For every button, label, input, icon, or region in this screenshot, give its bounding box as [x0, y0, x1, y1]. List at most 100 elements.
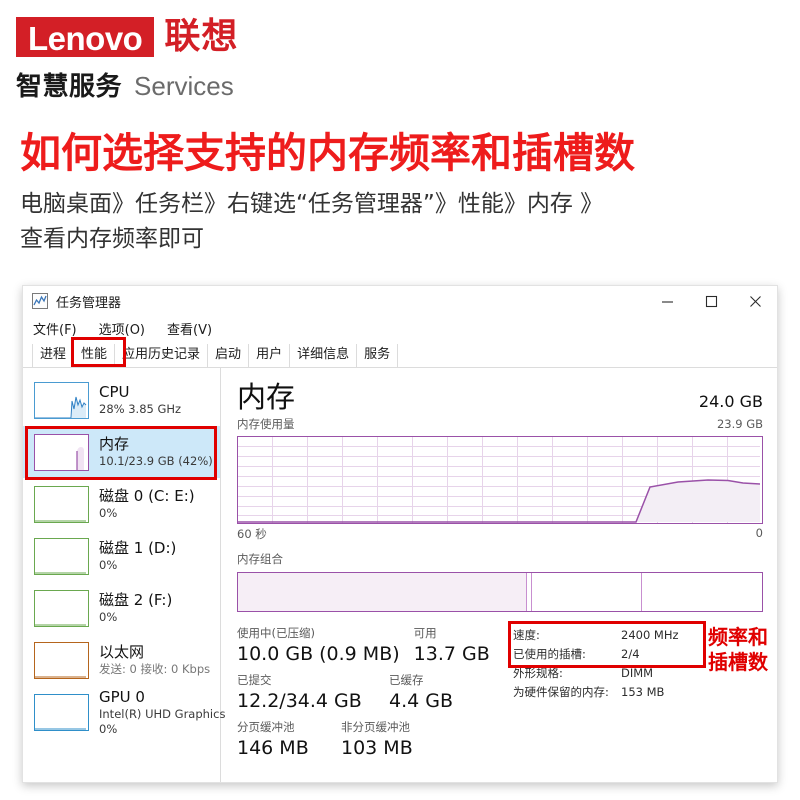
- sidebar-disk2-text: 磁盘 2 (F:) 0%: [99, 591, 172, 625]
- sidebar-gpu0-title: GPU 0: [99, 687, 145, 706]
- detail-slots-used-value: 2/4: [621, 647, 640, 661]
- stat-nonpaged-pool: 非分页缓冲池 103 MB: [341, 720, 413, 761]
- service-english-label: Services: [134, 71, 234, 101]
- menu-item-view[interactable]: 查看(V): [167, 323, 213, 338]
- sidebar-ethernet-title: 以太网: [99, 643, 145, 661]
- stat-in-use: 使用中(已压缩) 10.0 GB (0.9 MB): [237, 626, 400, 667]
- detail-speed-value: 2400 MHz: [621, 628, 679, 642]
- disk1-mini-graph-icon: [34, 537, 89, 575]
- sidebar-memory-sub: 10.1/23.9 GB (42%): [99, 454, 213, 468]
- stat-committed-label: 已提交: [237, 673, 272, 687]
- memory-stats-area: 使用中(已压缩) 10.0 GB (0.9 MB) 可用 13.7 GB 已提交…: [237, 621, 763, 767]
- stat-available: 可用 13.7 GB: [414, 626, 490, 667]
- tab-details[interactable]: 详细信息: [290, 344, 358, 367]
- page-title: 如何选择支持的内存频率和插槽数: [20, 129, 635, 177]
- tab-processes[interactable]: 进程: [32, 344, 75, 367]
- stat-available-label: 可用: [413, 626, 437, 640]
- menu-item-options[interactable]: 选项(O): [98, 323, 146, 338]
- memory-usage-header-row: 内存使用量 23.9 GB: [237, 416, 763, 432]
- detail-form-factor-label: 外形规格:: [513, 666, 563, 680]
- task-manager-icon: [32, 293, 48, 309]
- sidebar-disk1-title: 磁盘 1 (D:): [99, 539, 177, 557]
- detail-speed-label: 速度:: [513, 628, 540, 642]
- stat-in-use-label: 使用中(已压缩): [237, 626, 315, 640]
- tab-startup[interactable]: 启动: [208, 344, 250, 367]
- title-block: 如何选择支持的内存频率和插槽数 电脑桌面》任务栏》右键选“任务管理器”》性能》内…: [20, 128, 788, 257]
- composition-segment-standby: [531, 573, 642, 611]
- stat-paged-pool-value: 146 MB: [237, 737, 309, 759]
- minimize-icon[interactable]: [645, 286, 689, 316]
- sidebar-cpu-sub: 28% 3.85 GHz: [99, 402, 182, 416]
- cpu-mini-graph-icon: [34, 381, 89, 419]
- sidebar-ethernet-text: 以太网 发送: 0 接收: 0 Kbps: [99, 643, 210, 677]
- memory-usage-max: 23.9 GB: [716, 417, 763, 431]
- sidebar-item-memory[interactable]: 内存 10.1/23.9 GB (42%): [23, 426, 220, 478]
- tab-services[interactable]: 服务: [357, 344, 399, 367]
- sidebar-disk0-sub: 0%: [99, 506, 118, 520]
- ethernet-mini-graph-icon: [34, 641, 89, 679]
- composition-segment-modified: [526, 573, 531, 611]
- chart-axis-right-label: 0: [755, 526, 763, 540]
- detail-row-hardware-reserved: 为硬件保留的内存: 153 MB: [513, 683, 763, 702]
- maximize-icon[interactable]: [689, 286, 733, 316]
- brand-logo-row: Lenovo 联想: [16, 14, 316, 60]
- composition-segment-free: [641, 573, 762, 611]
- performance-sidebar: CPU 28% 3.85 GHz 内存 10.1/23.9 GB (42%): [23, 368, 226, 782]
- window-title: 任务管理器: [56, 295, 122, 311]
- memory-total-value: 24.0 GB: [698, 392, 763, 411]
- memory-header-row: 内存 24.0 GB: [237, 380, 763, 414]
- stat-nonpaged-pool-label: 非分页缓冲池: [341, 720, 410, 734]
- tab-strip: 进程 性能 应用历史记录 启动 用户 详细信息 服务: [23, 337, 777, 368]
- sidebar-disk1-text: 磁盘 1 (D:) 0%: [99, 539, 176, 573]
- sidebar-item-disk1[interactable]: 磁盘 1 (D:) 0%: [23, 530, 220, 582]
- sidebar-gpu0-sub: Intel(R) UHD Graphics: [99, 706, 226, 721]
- memory-mini-graph-icon: [34, 433, 89, 471]
- detail-slots-used-label: 已使用的插槽:: [513, 647, 586, 661]
- sidebar-item-disk2[interactable]: 磁盘 2 (F:) 0%: [23, 582, 220, 634]
- stat-cached-value: 4.4 GB: [389, 690, 454, 712]
- memory-composition-label: 内存组合: [237, 552, 283, 566]
- detail-row-form-factor: 外形规格: DIMM: [513, 664, 763, 683]
- instruction-line-1: 电脑桌面》任务栏》右键选“任务管理器”》性能》内存 》: [20, 191, 604, 217]
- detail-row-slots-used: 已使用的插槽: 2/4: [513, 645, 763, 664]
- sidebar-item-ethernet[interactable]: 以太网 发送: 0 接收: 0 Kbps: [23, 634, 220, 686]
- sidebar-cpu-text: CPU 28% 3.85 GHz: [99, 383, 181, 417]
- memory-usage-chart: [237, 436, 763, 524]
- sidebar-item-disk0[interactable]: 磁盘 0 (C: E:) 0%: [23, 478, 220, 530]
- close-icon[interactable]: [733, 286, 777, 316]
- sidebar-item-gpu0[interactable]: GPU 0 Intel(R) UHD Graphics 0%: [23, 686, 226, 738]
- annotation-line-1: 频率和: [708, 625, 768, 649]
- annotation-line-2: 插槽数: [708, 650, 768, 674]
- sidebar-item-cpu[interactable]: CPU 28% 3.85 GHz: [23, 374, 220, 426]
- tab-users[interactable]: 用户: [249, 344, 291, 367]
- composition-segment-in-use: [238, 573, 527, 611]
- disk2-mini-graph-icon: [34, 589, 89, 627]
- memory-composition-label-row: 内存组合: [237, 550, 763, 568]
- memory-chart-axis-row: 60 秒 0: [237, 526, 763, 542]
- sidebar-memory-text: 内存 10.1/23.9 GB (42%): [99, 435, 213, 469]
- sidebar-disk0-title: 磁盘 0 (C: E:): [99, 487, 195, 505]
- lenovo-chinese-name: 联想: [164, 16, 239, 57]
- memory-stats-left: 使用中(已压缩) 10.0 GB (0.9 MB) 可用 13.7 GB 已提交…: [237, 626, 505, 767]
- brand-service-row: 智慧服务 Services: [16, 66, 316, 102]
- memory-detail-pane: 内存 24.0 GB 内存使用量 23.9 GB: [221, 368, 777, 782]
- stat-paged-pool: 分页缓冲池 146 MB: [237, 720, 341, 761]
- stat-in-use-value: 10.0 GB (0.9 MB): [237, 643, 400, 665]
- sidebar-disk0-text: 磁盘 0 (C: E:) 0%: [99, 487, 195, 521]
- disk0-mini-graph-icon: [34, 485, 89, 523]
- menu-item-file[interactable]: 文件(F): [33, 323, 77, 338]
- service-chinese-label: 智慧服务: [16, 72, 123, 102]
- sidebar-disk1-sub: 0%: [99, 558, 118, 572]
- tab-app-history[interactable]: 应用历史记录: [115, 344, 209, 367]
- tab-performance[interactable]: 性能: [74, 344, 116, 367]
- sidebar-gpu0-text: GPU 0 Intel(R) UHD Graphics 0%: [99, 687, 226, 737]
- window-controls: [645, 286, 777, 316]
- stat-nonpaged-pool-value: 103 MB: [341, 737, 413, 759]
- window-titlebar: 任务管理器: [23, 286, 777, 316]
- memory-heading: 内存: [237, 380, 296, 414]
- stat-cached: 已缓存 4.4 GB: [389, 673, 453, 714]
- menu-bar: 文件(F) 选项(O) 查看(V): [23, 316, 777, 341]
- stat-row-2: 已提交 12.2/34.4 GB 已缓存 4.4 GB: [237, 673, 505, 714]
- stat-row-3: 分页缓冲池 146 MB 非分页缓冲池 103 MB: [237, 720, 505, 761]
- window-body: CPU 28% 3.85 GHz 内存 10.1/23.9 GB (42%): [23, 368, 777, 782]
